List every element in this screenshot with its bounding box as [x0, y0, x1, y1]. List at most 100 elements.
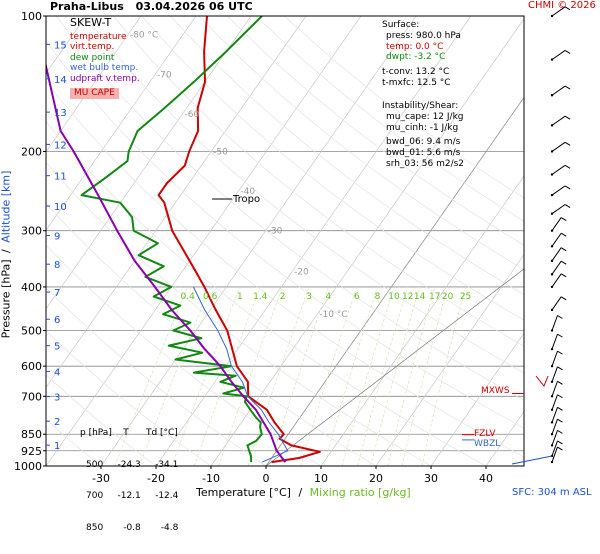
- wind-barb: [551, 7, 570, 17]
- surface-dwpt: dwpt: -3.2 °C: [382, 52, 461, 63]
- max-wind-barb: [536, 376, 548, 386]
- wind-barb-shaft: [552, 297, 561, 310]
- altitude-tick-label: 4: [54, 367, 60, 378]
- wind-barb-station: [551, 124, 553, 126]
- wind-barb-shaft: [552, 316, 557, 331]
- surface-tmxfc: t-mxfc: 12.5 °C: [382, 78, 461, 89]
- temperature-tick-label: 30: [424, 472, 438, 485]
- wind-barb-shaft: [552, 334, 557, 349]
- level-row-500: 500 -24.3 -34.1: [80, 460, 178, 471]
- wind-barb-flag: [557, 334, 562, 337]
- wind-barb: [551, 86, 570, 96]
- mxws-label: MXWS: [481, 386, 510, 396]
- pressure-tick-label: 400: [21, 281, 42, 294]
- sfc-label: SFC: 304 m ASL: [512, 487, 592, 498]
- wind-barb-shaft: [552, 142, 565, 151]
- wind-barb-station: [551, 381, 553, 383]
- wind-barb-shaft: [552, 7, 565, 16]
- temperature-tick-label: 10: [314, 472, 328, 485]
- mixing-ratio-label: 2: [280, 292, 286, 302]
- wind-barb: [551, 233, 566, 247]
- x-axis-title: Temperature [°C] / Mixing ratio [g/kg]: [196, 486, 411, 499]
- isotherm-label: -50: [213, 147, 228, 157]
- altitude-tick-label: 10: [54, 202, 67, 213]
- wind-barb-flag: [561, 274, 566, 277]
- wind-barb-flag: [565, 142, 570, 145]
- wind-barb: [551, 351, 563, 367]
- wind-barb-station: [551, 273, 553, 275]
- wind-barb-flag: [561, 233, 566, 236]
- wind-barb-station: [551, 365, 553, 367]
- instability-panel: Instability/Shear: mu_cape: 12 J/kg mu_c…: [382, 101, 464, 170]
- wind-barb-shaft: [552, 248, 561, 261]
- wind-barb: [551, 274, 566, 288]
- x-axis-temperature: Temperature [°C]: [196, 486, 291, 499]
- altitude-tick-label: 9: [54, 232, 60, 243]
- mixing-ratio-label: 4: [326, 292, 332, 302]
- wind-barb-station: [551, 444, 553, 446]
- bwd-06-value: bwd_06: 9.4 m/s: [382, 137, 464, 148]
- wind-barb: [551, 142, 570, 152]
- altitude-tick-label: 11: [54, 172, 67, 183]
- wind-barb-station: [551, 329, 553, 331]
- pressure-tick-label: 300: [21, 225, 42, 238]
- surface-temp: temp: 0.0 °C: [382, 42, 461, 53]
- wind-barb-flag: [557, 381, 562, 384]
- legend-virtual-temp: virt.temp.: [70, 42, 140, 53]
- mu-cinh-value: mu_cinh: -1 J/kg: [382, 123, 464, 134]
- mixing-ratio-label: 17: [429, 292, 440, 302]
- mixing-ratio-label: 1.4: [253, 292, 268, 302]
- skew-t-diagram: Praha-Libus 03.04.2026 06 UTC CHMI © 202…: [0, 0, 600, 500]
- tropopause-label: Tropo: [233, 194, 260, 205]
- wind-barb-flag: [557, 407, 562, 410]
- isotherm-label: -30: [268, 227, 283, 237]
- temperature-tick-label: 40: [479, 472, 493, 485]
- wind-barb: [551, 116, 570, 126]
- wind-barb-station: [551, 94, 553, 96]
- isotherm-label: -60: [184, 110, 199, 120]
- isotherm-label: -10 °C: [319, 310, 347, 320]
- legend-temperature: temperature: [70, 32, 140, 43]
- wind-barb-station: [551, 309, 553, 311]
- mixing-ratio-label: 8: [375, 292, 381, 302]
- wind-barb-flag: [557, 351, 562, 354]
- y-axis-altitude: Altitude [km]: [0, 171, 13, 243]
- altitude-tick-label: 14: [54, 75, 67, 86]
- altitude-tick-label: 5: [54, 342, 60, 353]
- wind-barb-shaft: [552, 233, 561, 246]
- wind-barb-flag: [557, 395, 562, 398]
- wind-barb-flag: [557, 441, 562, 444]
- mixing-ratio-label: 0.4: [181, 292, 196, 302]
- wind-barb-flag: [565, 86, 570, 89]
- pressure-tick-label: 925: [21, 445, 42, 458]
- wind-barb-station: [551, 260, 553, 262]
- wind-barb-flag: [557, 367, 562, 370]
- wind-barb-flag: [557, 316, 562, 319]
- mixing-ratio-label: 1: [237, 292, 243, 302]
- level-row-850: 850 -0.8 -4.8: [80, 523, 178, 534]
- altitude-tick-label: 3: [54, 393, 60, 404]
- wind-barb-station: [551, 245, 553, 247]
- mixing-ratio-label: 25: [460, 292, 471, 302]
- pressure-tick-label: 500: [21, 325, 42, 338]
- mixing-ratio-label: 3: [306, 292, 312, 302]
- legend-updraft: udpraft v.temp.: [70, 74, 140, 85]
- isotherm-label: -20: [294, 268, 309, 278]
- wind-barb-shaft: [552, 218, 561, 231]
- wind-barb: [551, 165, 570, 175]
- surface-title: Surface:: [382, 20, 461, 31]
- wind-barb-station: [551, 230, 553, 232]
- surface-panel: Surface: press: 980.0 hPa temp: 0.0 °C d…: [382, 20, 461, 89]
- wind-barb-flag: [565, 205, 570, 208]
- wind-barb-flag: [561, 218, 566, 221]
- altitude-tick-label: 2: [54, 417, 60, 428]
- altitude-tick-label: 12: [54, 140, 67, 151]
- wind-barb-shaft: [552, 165, 565, 174]
- wind-barb: [551, 334, 563, 350]
- legend-wet-bulb: wet bulb temp.: [70, 63, 140, 74]
- wind-barb-station: [551, 433, 553, 435]
- wind-barb-shaft: [552, 274, 561, 287]
- wind-barb-station: [551, 212, 553, 214]
- mixing-ratio-label: 0.6: [203, 292, 218, 302]
- wind-barb-shaft: [552, 367, 557, 382]
